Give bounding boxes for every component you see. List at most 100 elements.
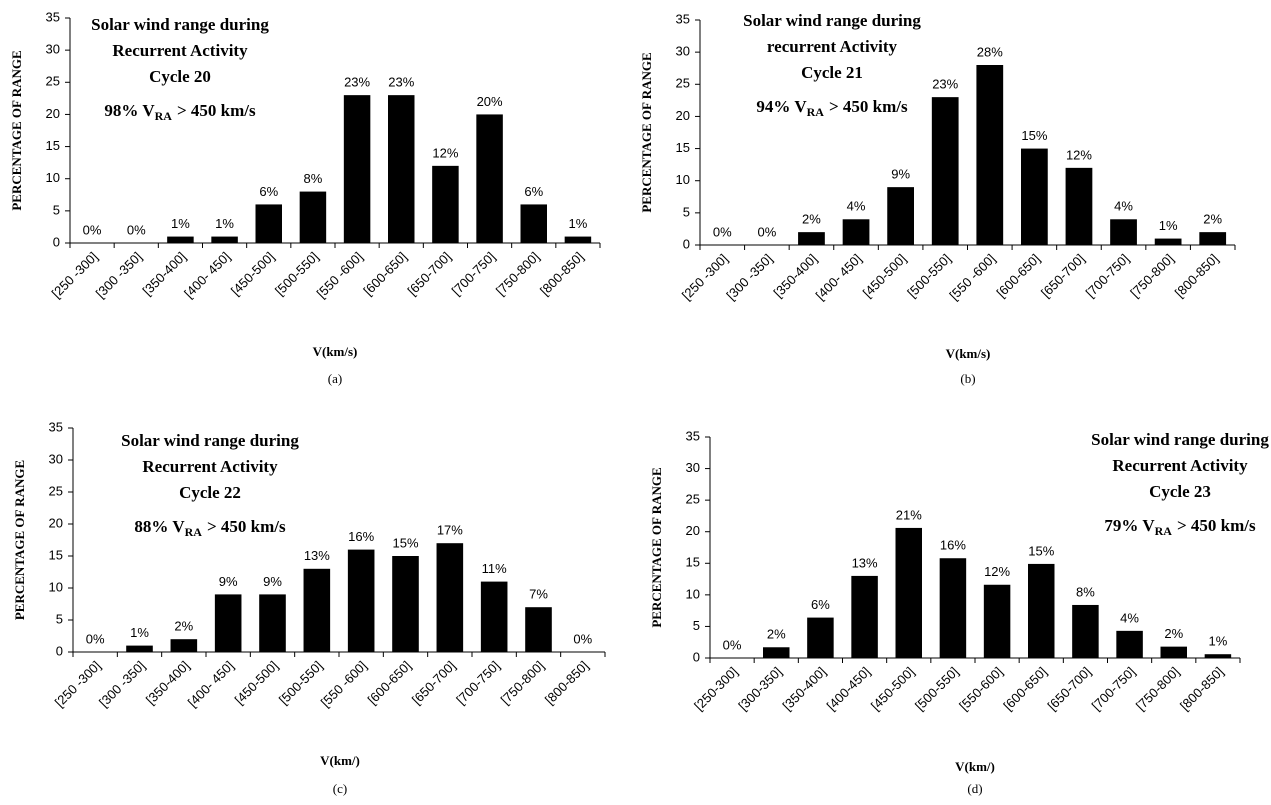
caption: (b) [960,371,975,386]
x-tick-label: [650-700] [409,658,458,707]
data-label: 0% [723,637,742,652]
bar [299,191,327,243]
x-tick-label: [700-750] [1089,664,1138,713]
annotation-note: 88% VRA > 450 km/s [134,517,286,539]
data-label: 0% [86,631,105,646]
y-tick-label: 0 [693,649,700,664]
y-tick-label: 25 [686,492,700,507]
y-tick-label: 15 [49,547,63,562]
y-tick-label: 5 [56,611,63,626]
note-suffix: > 450 km/s [1177,516,1256,535]
data-label: 4% [1114,199,1133,214]
annotation-line: Recurrent Activity [112,41,248,60]
y-tick-label: 25 [676,76,690,91]
annotation-line: recurrent Activity [767,37,898,56]
x-axis-title: V(km/) [955,759,995,774]
bar [170,639,198,652]
caption: (c) [333,781,347,796]
annotation-line: Cycle 22 [179,483,241,502]
data-label: 15% [1028,543,1054,558]
annotation-line: Solar wind range during [1091,430,1269,449]
chart-panel: 0%[250 -300]0%[300 -350]1%[350-400]1%[40… [9,9,601,386]
x-tick-label: [300 -350] [723,251,775,303]
data-label: 2% [1164,626,1183,641]
x-tick-label: [600-650] [360,249,409,298]
bar [564,236,592,243]
data-label: 7% [529,587,548,602]
y-tick-label: 20 [46,106,60,121]
note-prefix: 88% V [134,517,185,536]
data-label: 0% [83,222,102,237]
y-tick-label: 5 [683,204,690,219]
data-label: 6% [259,184,278,199]
data-label: 20% [477,94,503,109]
y-tick-label: 35 [686,428,700,443]
x-tick-label: [300 -350] [96,658,148,710]
bar [807,617,834,658]
bar [480,581,508,652]
data-label: 2% [802,212,821,227]
caption: (a) [328,371,342,386]
chart-panel: 0%[250 -300]1%[300 -350]2%[350-400]9%[40… [12,419,606,796]
bar [763,647,790,658]
y-tick-label: 20 [49,515,63,530]
annotation-note: 94% VRA > 450 km/s [756,97,908,119]
x-tick-label: [650-700] [1045,664,1094,713]
bar [887,187,914,245]
y-tick-label: 35 [49,419,63,434]
bar [1028,563,1055,658]
y-tick-label: 30 [686,460,700,475]
x-axis-title: V(km/) [320,753,360,768]
x-tick-label: [700-750] [1083,251,1132,300]
y-tick-label: 20 [686,523,700,538]
bar [1154,238,1182,245]
data-label: 16% [348,529,374,544]
y-axis-title: PERCENTAGE OF RANGE [649,467,664,627]
chart-panel: 0%[250 -300]0%[300 -350]2%[350-400]4%[40… [639,11,1236,386]
bar [388,95,415,244]
data-label: 12% [1066,147,1092,162]
note-subscript: RA [185,525,203,539]
note-subscript: RA [807,105,825,119]
data-label: 4% [847,199,866,214]
y-tick-label: 25 [46,74,60,89]
bar [255,204,282,243]
bar [211,236,238,243]
data-label: 0% [573,631,592,646]
x-tick-label: [750-800] [498,658,547,707]
bar [1072,604,1099,658]
x-tick-label: [550 -600] [946,251,998,303]
data-label: 12% [432,145,458,160]
x-tick-label: [500-550] [912,664,961,713]
bar [842,219,870,245]
annotation-line: Solar wind range during [91,15,269,34]
note-prefix: 79% V [1104,516,1155,535]
bar [931,97,959,246]
x-tick-label: [550 -600] [314,249,366,301]
x-tick-label: [600-650] [993,251,1042,300]
x-tick-label: [250-300] [691,664,740,713]
bar [520,204,547,243]
annotation-note: 79% VRA > 450 km/s [1104,516,1256,538]
x-tick-label: [550 -600] [318,658,370,710]
x-tick-label: [400- 450] [185,658,237,710]
x-tick-label: [550-600] [956,664,1005,713]
data-label: 16% [940,538,966,553]
data-label: 1% [1159,218,1178,233]
data-label: 23% [932,77,958,92]
x-tick-label: [650-700] [405,249,454,298]
x-tick-label: [800-850] [537,249,586,298]
data-label: 2% [174,619,193,634]
annotation-line: Cycle 20 [149,67,211,86]
x-tick-label: [800-850] [542,658,591,707]
bar [1160,646,1187,658]
data-label: 0% [757,224,776,239]
note-suffix: > 450 km/s [177,101,256,120]
y-tick-label: 5 [693,618,700,633]
bar [851,575,878,658]
data-label: 1% [215,216,234,231]
x-tick-label: [300 -350] [93,249,145,301]
bar [1199,232,1227,245]
note-suffix: > 450 km/s [829,97,908,116]
x-tick-label: [250 -300] [49,249,101,301]
